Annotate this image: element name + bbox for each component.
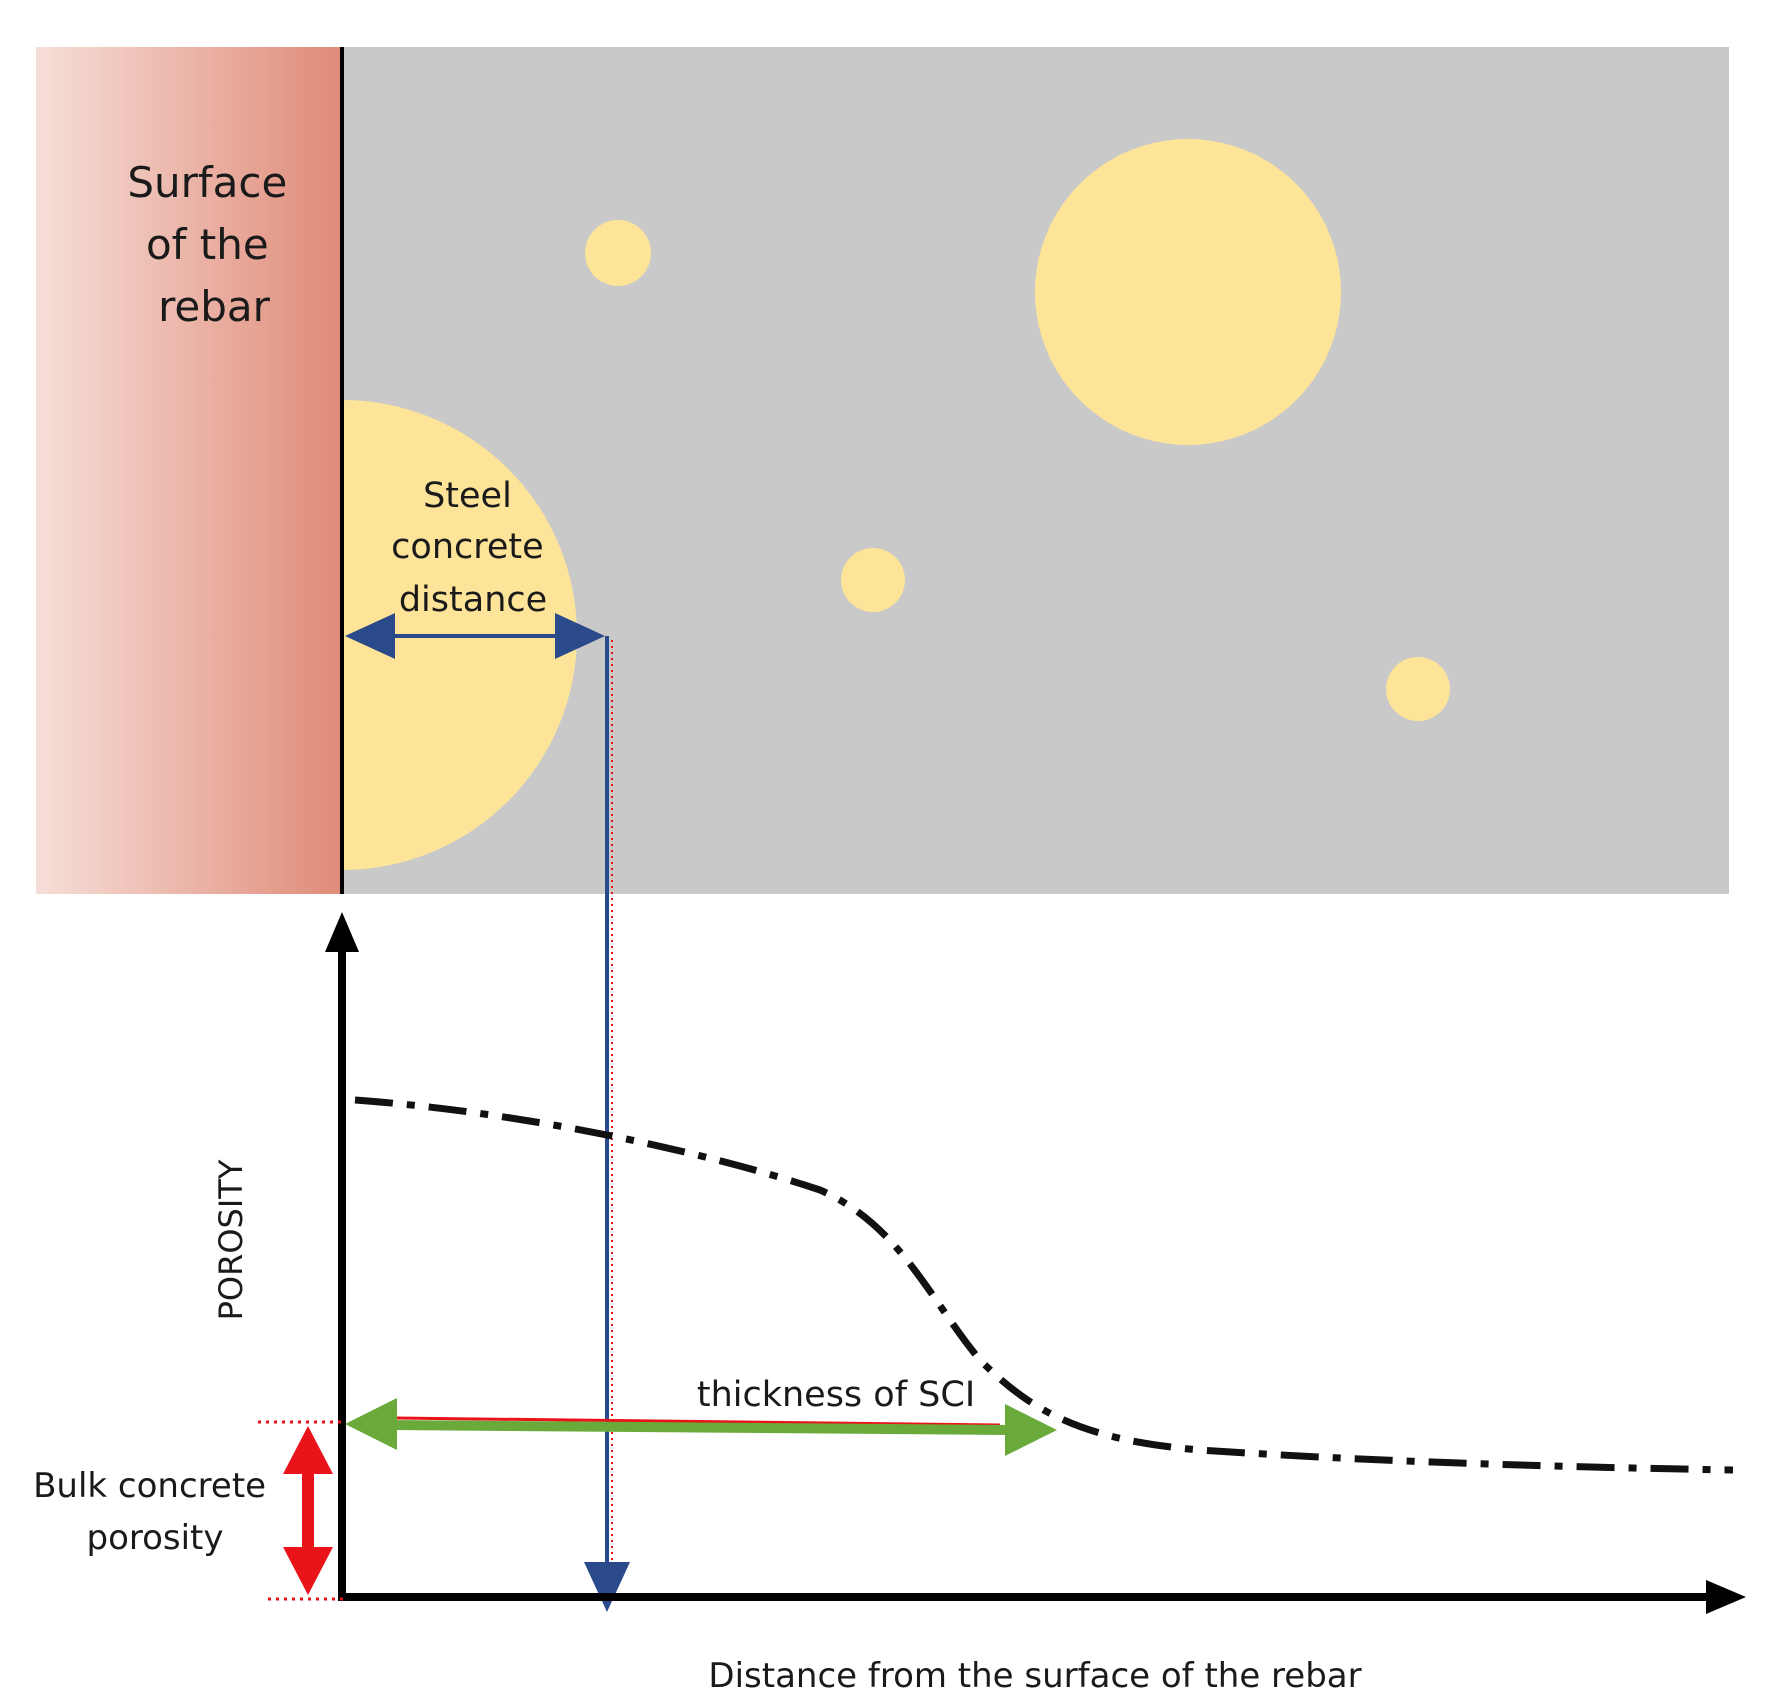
- porosity-curve: [354, 1096, 1734, 1474]
- concrete-region: [342, 47, 1729, 894]
- rebar-surface-label-line-1: Surface: [127, 158, 287, 207]
- bulk-porosity-arrow: [283, 1426, 333, 1595]
- steel-concrete-distance-label: Steel concrete distance: [391, 476, 555, 620]
- sci-thickness-label: thickness of SCI: [697, 1375, 975, 1415]
- void-small-2: [841, 548, 905, 612]
- bulk-arrow-top-head: [283, 1426, 333, 1474]
- rebar-surface-label: Surface of the rebar: [127, 158, 300, 331]
- steel-concrete-distance-label-line-1: Steel: [423, 476, 512, 516]
- sci-arrow-left-head: [345, 1398, 397, 1450]
- bulk-arrow-bottom-head: [283, 1547, 333, 1595]
- projection-arrow-head: [584, 1562, 630, 1612]
- sci-arrow-red-underline: [394, 1416, 1001, 1427]
- rebar-region: [36, 47, 342, 894]
- distance-projection-arrow: [584, 636, 630, 1612]
- bulk-porosity-label-line-1: Bulk concrete: [33, 1466, 266, 1506]
- distance-arrow-left-head: [345, 613, 395, 659]
- sci-arrow-shaft: [389, 1420, 1011, 1435]
- bulk-porosity-label-line-2: porosity: [86, 1518, 223, 1558]
- rebar-surface-label-line-3: rebar: [158, 282, 271, 331]
- steel-concrete-distance-label-line-3: distance: [399, 580, 547, 620]
- void-large: [1035, 139, 1341, 445]
- bulk-porosity-label: Bulk concrete porosity: [33, 1466, 277, 1558]
- bulk-arrow-shaft: [302, 1460, 314, 1560]
- x-axis-arrowhead: [1706, 1580, 1746, 1614]
- void-small-1: [585, 220, 651, 286]
- steel-concrete-distance-arrow: [345, 613, 605, 659]
- sci-thickness-arrow: [345, 1398, 1057, 1456]
- y-axis-arrowhead: [325, 912, 359, 952]
- y-axis-label: POROSITY: [212, 1159, 250, 1320]
- void-small-3: [1386, 657, 1450, 721]
- y-axis: [325, 912, 359, 1600]
- steel-concrete-distance-label-line-2: concrete: [391, 527, 544, 567]
- sci-arrow-right-head: [1005, 1404, 1057, 1456]
- distance-arrow-right-head: [555, 613, 605, 659]
- x-axis-label: Distance from the surface of the rebar: [708, 1656, 1361, 1696]
- rebar-surface-label-line-2: of the: [146, 220, 269, 269]
- x-axis: [338, 1580, 1746, 1614]
